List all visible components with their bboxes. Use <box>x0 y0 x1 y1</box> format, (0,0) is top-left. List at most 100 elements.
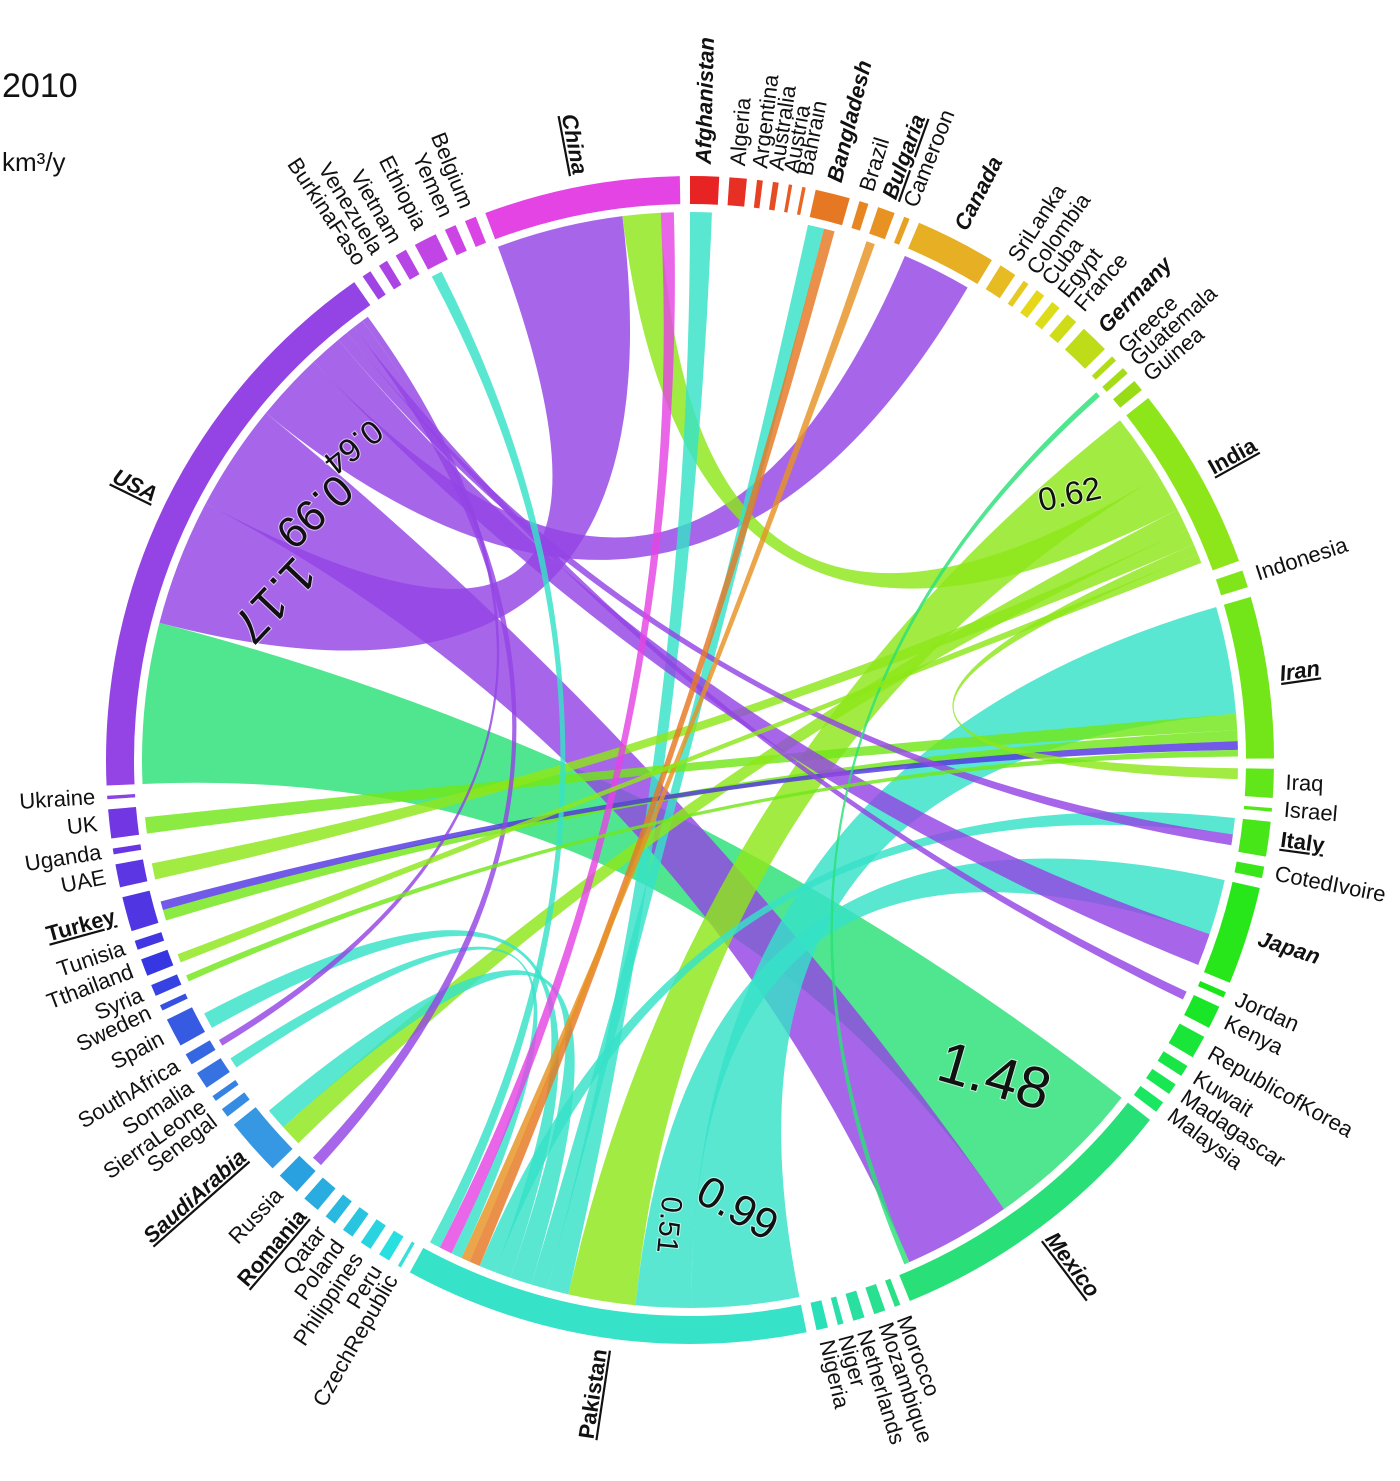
node-label: Ukraine <box>19 784 96 814</box>
flow-ribbon <box>429 271 566 1248</box>
flow-ribbon <box>151 529 1194 880</box>
node-label: Iraq <box>1285 770 1324 796</box>
node-label: Israel <box>1283 797 1339 827</box>
node-label: Pakistan <box>574 1347 612 1440</box>
node-arc <box>727 177 747 207</box>
node-label: CotedIvoire <box>1273 861 1388 907</box>
node-arc <box>360 1219 386 1249</box>
flow-ribbon <box>469 228 835 1266</box>
node-arc <box>1157 1051 1188 1076</box>
node-arc <box>221 1092 250 1117</box>
node-arc <box>753 179 763 209</box>
node-arc <box>865 1283 886 1315</box>
node-arc <box>185 1040 216 1065</box>
node-arc <box>159 993 188 1011</box>
node-arc <box>409 1247 807 1344</box>
node-label: China <box>557 112 593 177</box>
node-arc <box>1007 280 1029 307</box>
node-arc <box>141 949 174 976</box>
node-label: Japan <box>1255 926 1323 969</box>
node-arc <box>690 176 720 205</box>
node-arc <box>106 282 371 786</box>
node-arc <box>304 1177 336 1210</box>
node-arc <box>1064 328 1105 369</box>
node-arc <box>1234 861 1265 879</box>
node-label: Italy <box>1279 827 1327 858</box>
node-arc <box>325 1194 352 1224</box>
node-arc <box>134 932 165 950</box>
arcs <box>106 176 1274 1344</box>
node-arc <box>796 186 806 216</box>
node-arc <box>1243 805 1273 812</box>
unit-label: km³/y <box>2 147 66 177</box>
node-arc <box>444 225 467 256</box>
flow-ribbon <box>635 858 1225 1309</box>
node-arc <box>1168 1023 1205 1058</box>
node-label: USA <box>109 464 162 507</box>
node-arc <box>784 184 793 213</box>
node-arc <box>112 844 142 855</box>
flow-ribbon <box>205 413 1005 1263</box>
node-label: Canada <box>949 152 1007 234</box>
node-arc <box>869 207 895 240</box>
node-arc <box>1146 1068 1176 1095</box>
node-label: UK <box>66 811 99 839</box>
node-arc <box>1133 1085 1164 1112</box>
node-arc <box>464 216 487 247</box>
node-arc <box>197 1058 230 1088</box>
node-label: Iran <box>1278 655 1322 685</box>
node-arc <box>233 1107 293 1169</box>
node-arc <box>414 234 448 270</box>
node-label: Afghanistan <box>691 37 719 166</box>
flow-ribbon <box>547 212 712 1295</box>
node-arc <box>768 181 779 211</box>
node-arc <box>1049 314 1077 343</box>
node-arc <box>1197 981 1226 998</box>
node-arc <box>395 249 420 280</box>
node-arc <box>1034 301 1060 330</box>
node-arc <box>362 271 386 300</box>
node-arc <box>851 201 869 231</box>
flow-ribbon <box>141 622 1122 1210</box>
flow-ribbon <box>313 339 1210 965</box>
node-arc <box>1091 356 1117 380</box>
flows <box>141 212 1238 1309</box>
node-arc <box>985 265 1016 299</box>
node-arc <box>899 1102 1150 1302</box>
node-arc <box>1238 818 1271 857</box>
flow-value-label: 0.51 <box>650 1195 688 1255</box>
node-arc <box>151 974 182 996</box>
node-arc <box>1020 290 1045 318</box>
node-arc <box>1113 381 1142 408</box>
node-arc <box>809 189 850 226</box>
node-label: Indonesia <box>1252 532 1351 586</box>
node-arc <box>115 859 148 888</box>
node-arc <box>810 1300 828 1331</box>
node-arc <box>397 1241 415 1268</box>
node-arc <box>342 1207 369 1237</box>
node-arc <box>1126 397 1239 571</box>
node-arc <box>107 794 136 800</box>
node-arc <box>379 1230 404 1261</box>
flow-ribbon <box>461 241 875 1262</box>
node-label: Mexico <box>1040 1227 1105 1302</box>
node-arc <box>830 1296 844 1325</box>
node-arc <box>1244 768 1274 798</box>
flow-ribbon <box>531 224 824 1290</box>
flow-ribbon <box>177 554 1202 963</box>
node-arc <box>1215 570 1248 596</box>
node-arc <box>212 1080 239 1101</box>
node-arc <box>485 176 681 240</box>
node-arc <box>893 216 910 245</box>
node-arc <box>845 1290 865 1321</box>
node-arc <box>108 807 140 839</box>
node-arc <box>279 1155 316 1192</box>
flow-ribbon <box>952 544 1238 780</box>
node-arc <box>1203 881 1260 983</box>
node-arc <box>908 222 992 285</box>
chart-title: 2010 <box>2 67 78 105</box>
flow-ribbon <box>568 420 1159 1306</box>
node-arc <box>1184 994 1220 1028</box>
